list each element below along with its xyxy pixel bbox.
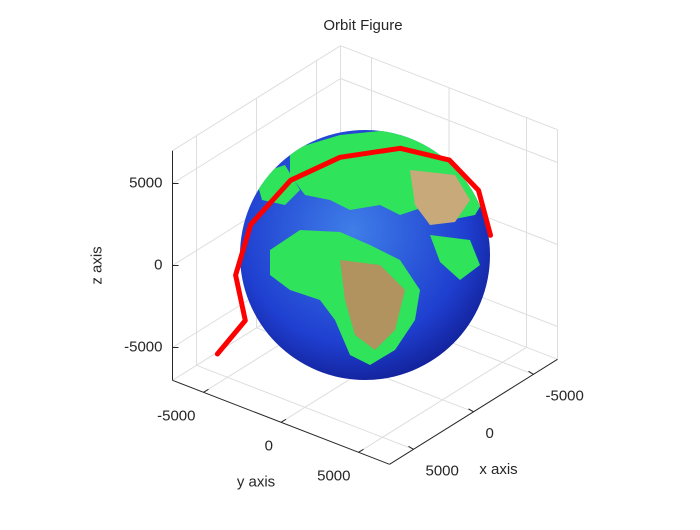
x-tick (528, 370, 534, 375)
chart-title: Orbit Figure (323, 17, 402, 34)
z-axis-label: z axis (88, 246, 105, 284)
y-tick-label: -5000 (157, 407, 195, 424)
x-tick (468, 408, 474, 413)
x-axis (389, 358, 558, 465)
grid-line (172, 78, 341, 184)
z-tick-label: 5000 (129, 174, 162, 191)
x-tick-label: 5000 (426, 462, 459, 479)
x-axis-label: x axis (479, 461, 517, 478)
y-tick (280, 418, 287, 423)
y-tick-label: 0 (265, 437, 273, 454)
x-tick-label: 0 (486, 425, 494, 442)
y-axis (172, 379, 390, 465)
y-tick-label: 5000 (317, 467, 350, 484)
orbit-line (214, 145, 493, 357)
x-tick (408, 445, 414, 450)
y-tick (358, 448, 364, 453)
z-tick-label: -5000 (124, 338, 162, 355)
x-tick-label: -5000 (546, 387, 584, 404)
grid-line (358, 346, 527, 453)
axes-front: -5000 0 5000 -5000 0 5000 -5000 0 5000 x axis y ax… (88, 145, 584, 490)
z-tick-label: 0 (154, 256, 162, 273)
globe (240, 130, 490, 380)
y-tick (203, 388, 209, 393)
y-axis-label: y axis (237, 473, 275, 490)
grid-line (340, 78, 558, 163)
